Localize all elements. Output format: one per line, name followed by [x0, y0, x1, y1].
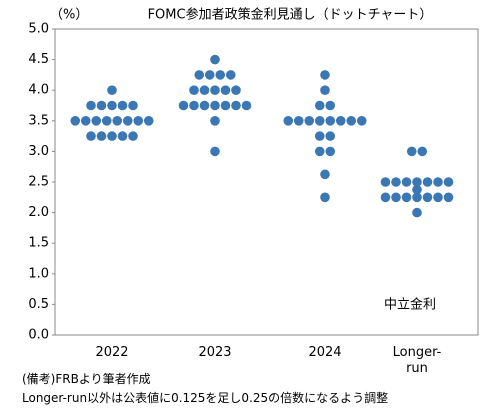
y-tick-label: 2.5 [28, 175, 49, 190]
dot [320, 85, 330, 95]
dot [91, 116, 102, 126]
dot [215, 70, 226, 80]
dot [199, 85, 210, 95]
dot [189, 85, 199, 95]
dot [210, 146, 220, 157]
dot [194, 70, 205, 80]
dot [320, 192, 330, 203]
x-tick-label: 2022 [95, 345, 129, 360]
dot [210, 85, 220, 95]
dot [178, 100, 189, 111]
dot [346, 116, 357, 126]
dot [412, 207, 422, 218]
dot [406, 146, 417, 157]
dot [210, 116, 220, 126]
dot [117, 131, 128, 141]
dot [443, 177, 454, 187]
y-tick-label: 3.5 [28, 113, 49, 128]
dot [356, 116, 367, 126]
dot [96, 100, 107, 111]
dot [412, 184, 422, 195]
dot [391, 177, 401, 187]
dot [314, 116, 325, 126]
dot [117, 100, 128, 111]
dot [107, 85, 117, 95]
dot [210, 100, 220, 111]
dot [320, 70, 330, 80]
y-tick-label: 0.5 [28, 297, 49, 312]
dot [204, 70, 215, 80]
dot [241, 100, 252, 111]
dot [422, 177, 433, 187]
dot [220, 100, 231, 111]
dot [412, 192, 422, 203]
chart-title: FOMC参加者政策金利見通し（ドットチャート） [148, 7, 433, 23]
dot [220, 85, 231, 95]
dot [320, 169, 330, 180]
dot [225, 70, 236, 80]
dot [231, 100, 241, 111]
dot [122, 116, 133, 126]
x-tick-label: 2024 [308, 345, 342, 360]
dot [143, 116, 154, 126]
x-tick-label: 2023 [198, 345, 232, 360]
dot [412, 177, 422, 187]
dot [199, 100, 210, 111]
annotation: 中立金利 [384, 297, 436, 313]
dot [314, 100, 325, 111]
dot [210, 54, 220, 65]
dot [380, 192, 391, 203]
dot [133, 116, 144, 126]
dot [231, 85, 241, 95]
dot [325, 146, 336, 157]
dot [314, 131, 325, 141]
y-tick-label: 3.0 [28, 144, 49, 159]
y-tick-label: 0.0 [28, 328, 49, 343]
dot [107, 131, 117, 141]
y-tick-label: 5.0 [28, 22, 49, 37]
dot [325, 100, 336, 111]
dot [380, 177, 391, 187]
dot [325, 116, 336, 126]
y-tick-label: 4.5 [28, 52, 49, 67]
dot [433, 177, 443, 187]
dot [86, 131, 96, 141]
dot [70, 116, 81, 126]
y-axis-label: （%） [50, 8, 88, 23]
dot [422, 192, 433, 203]
dot [96, 131, 107, 141]
dot [101, 116, 112, 126]
dot [189, 100, 199, 111]
dot [417, 146, 428, 157]
y-tick-label: 1.5 [28, 236, 49, 251]
dot [283, 116, 294, 126]
dot [443, 192, 454, 203]
x-tick-label: Longer-run [392, 345, 442, 376]
dot [128, 131, 138, 141]
dot [112, 116, 123, 126]
dot [304, 116, 315, 126]
note: (備考)FRBより筆者作成 [22, 372, 151, 386]
dot [128, 100, 138, 111]
y-tick-label: 1.0 [28, 266, 49, 281]
dot [335, 116, 346, 126]
dot [80, 116, 91, 126]
dot [314, 146, 325, 157]
dot [293, 116, 304, 126]
dot [401, 192, 412, 203]
dot [107, 100, 117, 111]
dot [391, 192, 401, 203]
y-tick-label: 4.0 [28, 83, 49, 98]
dot [433, 192, 443, 203]
note: Longer-run以外は公表値に0.125を足し0.25の倍数になるよう調整 [22, 391, 389, 405]
dot [325, 131, 336, 141]
y-tick-label: 2.0 [28, 205, 49, 220]
dot [86, 100, 96, 111]
dot [401, 177, 412, 187]
